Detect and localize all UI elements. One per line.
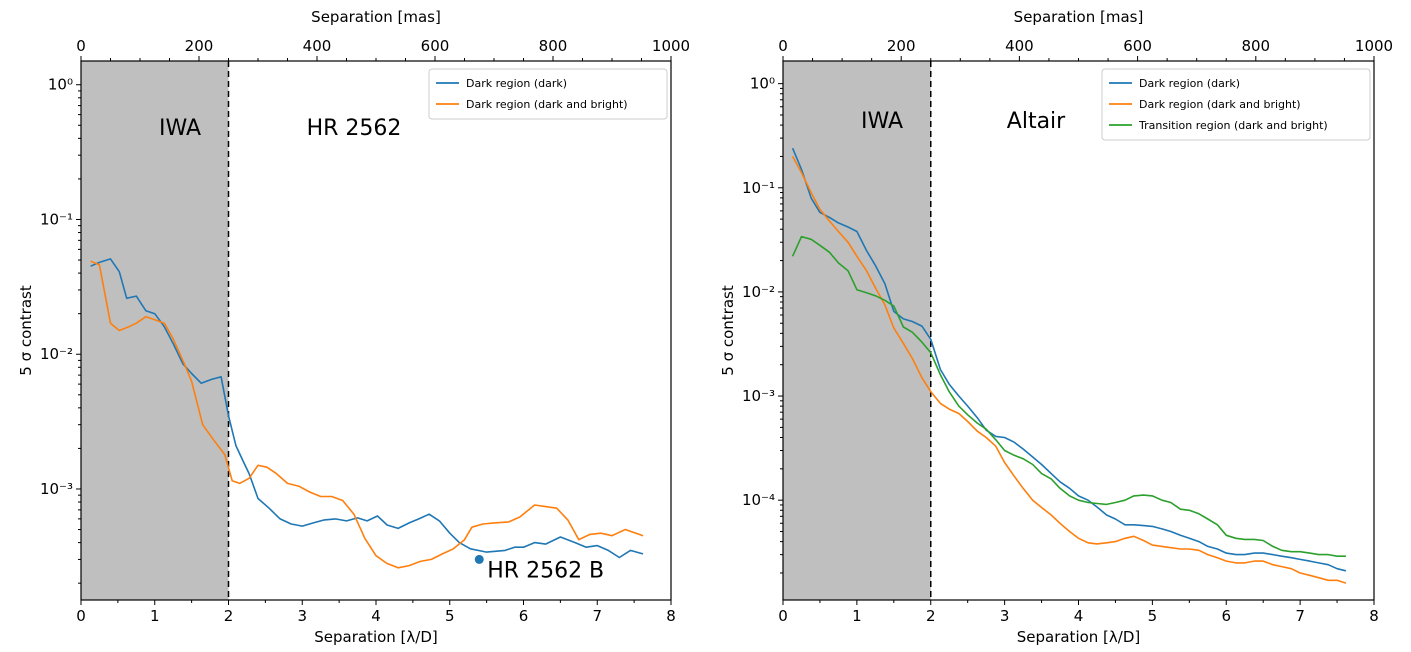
y-tick-label: 10⁻² xyxy=(742,283,775,301)
right-panel-altair: IWA Altair 0 1 2 3 4 5 6 7 8 0 200 400 600 800 1000 10⁰ 10… xyxy=(719,8,1393,646)
legend-box xyxy=(1101,68,1371,141)
series-line-0 xyxy=(791,147,1347,572)
series-group xyxy=(791,147,1347,584)
top-x-tick-label: 1000 xyxy=(652,37,690,55)
companion-label: HR 2562 B xyxy=(487,558,604,583)
x-tick-label: 1 xyxy=(852,607,862,625)
iwa-shaded-region xyxy=(81,61,229,600)
x-tick-label: 3 xyxy=(297,607,307,625)
legend-entry-0: Dark region (dark) xyxy=(466,77,567,90)
x-axis-label: Separation [λ/D] xyxy=(1017,628,1141,646)
x-tick-label: 7 xyxy=(592,607,602,625)
x-tick-label: 2 xyxy=(224,607,234,625)
top-x-tick-label: 400 xyxy=(303,37,332,55)
target-label: HR 2562 xyxy=(307,116,402,141)
top-x-tick-label: 200 xyxy=(185,37,214,55)
target-label: Altair xyxy=(1007,109,1066,134)
x-tick-label: 7 xyxy=(1295,607,1305,625)
series-line-1 xyxy=(791,156,1347,584)
x-tick-label: 5 xyxy=(1148,607,1158,625)
y-axis-label: 5 σ contrast xyxy=(719,285,737,376)
top-x-tick-label: 200 xyxy=(887,37,916,55)
left-panel-hr2562: HR 2562 B IWA HR 2562 0 1 2 3 4 5 6 7 8 0 200 400 600 80… xyxy=(17,8,690,646)
legend-entry-1: Dark region (dark and bright) xyxy=(466,98,628,111)
x-tick-label: 1 xyxy=(150,607,160,625)
x-tick-label: 4 xyxy=(1074,607,1084,625)
x-tick-label: 5 xyxy=(445,607,455,625)
y-tick-label: 10⁻⁴ xyxy=(742,491,775,509)
iwa-label: IWA xyxy=(159,116,201,141)
top-x-tick-label: 1000 xyxy=(1355,37,1393,55)
y-tick-label: 10⁻³ xyxy=(40,480,73,498)
top-x-tick-label: 600 xyxy=(421,37,450,55)
iwa-label: IWA xyxy=(861,109,903,134)
y-tick-label: 10⁻² xyxy=(40,345,73,363)
series-group xyxy=(90,258,644,569)
x-tick-label: 8 xyxy=(1369,607,1379,625)
top-x-tick-label: 0 xyxy=(778,37,788,55)
legend-box xyxy=(428,68,668,120)
top-x-tick-label: 400 xyxy=(1005,37,1034,55)
top-x-tick-label: 800 xyxy=(1241,37,1270,55)
x-tick-label: 6 xyxy=(1221,607,1231,625)
top-x-tick-label: 0 xyxy=(76,37,86,55)
top-x-axis-label: Separation [mas] xyxy=(311,8,441,26)
y-tick-label: 10⁻¹ xyxy=(40,210,73,228)
x-tick-label: 4 xyxy=(371,607,381,625)
x-axis-label: Separation [λ/D] xyxy=(314,628,438,646)
y-tick-label: 10⁻¹ xyxy=(742,179,775,197)
legend-entry-2: Transition region (dark and bright) xyxy=(1138,119,1328,132)
x-tick-label: 8 xyxy=(666,607,676,625)
x-tick-label: 6 xyxy=(519,607,529,625)
legend-entry-0: Dark region (dark) xyxy=(1139,77,1240,90)
y-axis-label: 5 σ contrast xyxy=(17,285,35,376)
top-x-tick-label: 600 xyxy=(1123,37,1152,55)
x-tick-label: 2 xyxy=(926,607,936,625)
series-line-1 xyxy=(90,260,644,569)
legend-entry-1: Dark region (dark and bright) xyxy=(1139,98,1301,111)
top-x-tick-label: 800 xyxy=(539,37,568,55)
top-x-axis-label: Separation [mas] xyxy=(1014,8,1144,26)
x-tick-label: 0 xyxy=(778,607,788,625)
series-line-2 xyxy=(791,235,1346,558)
series-line-0 xyxy=(90,258,644,559)
y-tick-label: 10⁰ xyxy=(750,75,775,93)
companion-point xyxy=(474,554,484,564)
iwa-shaded-region xyxy=(783,61,931,600)
x-tick-label: 3 xyxy=(1000,607,1010,625)
y-tick-label: 10⁰ xyxy=(48,76,73,94)
x-tick-label: 0 xyxy=(76,607,86,625)
y-tick-label: 10⁻³ xyxy=(742,387,775,405)
